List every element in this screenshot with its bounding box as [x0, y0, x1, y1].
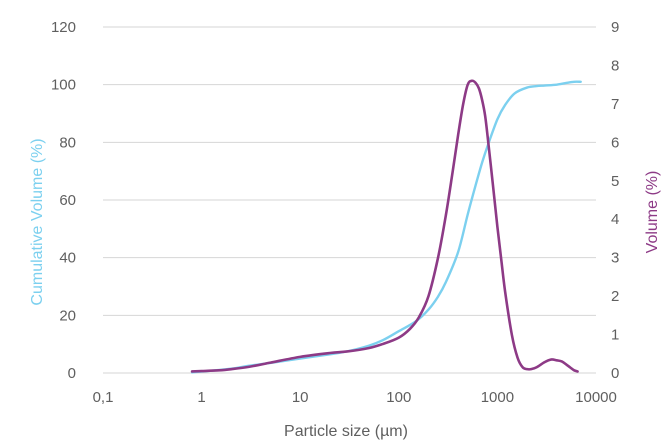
- cumulative-series-line: [190, 80, 582, 374]
- left-axis-title: Cumulative Volume (%): [29, 138, 46, 305]
- right-tick-label: 2: [611, 288, 619, 305]
- right-axis-ticks: 0 1 2 3 4 5 6 7 8 9: [611, 19, 619, 382]
- right-tick-label: 6: [611, 134, 619, 151]
- left-tick-label: 20: [59, 307, 76, 324]
- right-axis-title: Volume (%): [644, 171, 661, 254]
- left-tick-label: 40: [59, 250, 76, 267]
- right-tick-label: 3: [611, 250, 619, 267]
- x-tick-label: 0,1: [93, 389, 114, 406]
- right-tick-label: 1: [611, 327, 619, 344]
- right-tick-label: 4: [611, 211, 619, 228]
- series-layer: [190, 79, 582, 374]
- left-tick-label: 120: [51, 19, 76, 36]
- x-tick-label: 100: [386, 389, 411, 406]
- right-tick-label: 9: [611, 19, 619, 36]
- right-tick-label: 7: [611, 96, 619, 113]
- x-tick-label: 1: [197, 389, 205, 406]
- left-tick-label: 100: [51, 77, 76, 94]
- grid-layer: [103, 26, 596, 374]
- x-tick-label: 1000: [481, 389, 514, 406]
- left-tick-label: 0: [68, 365, 76, 382]
- x-axis-ticks: 0,1 1 10 100 1000 10000: [93, 389, 617, 406]
- left-axis-ticks: 0 20 40 60 80 100 120: [51, 19, 76, 382]
- right-tick-label: 8: [611, 57, 619, 74]
- right-tick-label: 0: [611, 365, 619, 382]
- right-tick-label: 5: [611, 173, 619, 190]
- left-tick-label: 60: [59, 192, 76, 209]
- x-tick-label: 10: [292, 389, 309, 406]
- volume-series-line: [190, 79, 579, 373]
- x-axis-title: Particle size (µm): [284, 423, 408, 440]
- x-tick-label: 10000: [575, 389, 617, 406]
- left-tick-label: 80: [59, 134, 76, 151]
